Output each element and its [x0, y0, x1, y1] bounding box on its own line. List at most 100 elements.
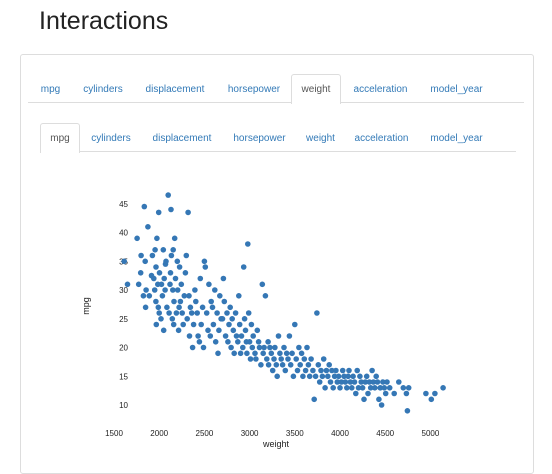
outer-tab-horsepower[interactable]: horsepower: [227, 84, 281, 95]
data-point: [357, 373, 363, 380]
data-point: [227, 304, 233, 311]
data-point: [365, 390, 371, 397]
data-point: [274, 373, 281, 380]
data-point: [265, 339, 271, 345]
data-point: [189, 344, 196, 351]
data-point: [153, 321, 160, 328]
data-point: [279, 362, 286, 368]
data-point: [198, 321, 204, 328]
data-point: [359, 385, 366, 391]
data-point: [138, 252, 144, 259]
data-point: [298, 350, 305, 357]
x-tick-label: 3500: [286, 429, 304, 438]
inner-tab-cylinders[interactable]: cylinders: [91, 133, 131, 144]
data-point: [305, 362, 312, 368]
data-point: [353, 390, 359, 397]
data-point: [337, 385, 343, 391]
data-point: [273, 362, 280, 368]
data-point: [159, 293, 166, 299]
outer-tab-weight[interactable]: weight: [291, 74, 341, 104]
outer-tab-acceleration[interactable]: acceleration: [353, 84, 408, 95]
data-point: [261, 344, 267, 351]
outer-tab-displacement[interactable]: displacement: [145, 84, 205, 95]
data-point: [240, 344, 246, 351]
data-point: [345, 373, 351, 380]
y-axis-ticks: 1015202530354045: [119, 200, 128, 410]
data-point: [167, 270, 174, 276]
data-point: [358, 379, 365, 385]
data-point: [306, 373, 313, 380]
data-point: [237, 350, 244, 357]
inner-tab-weight[interactable]: weight: [306, 133, 335, 144]
data-point: [283, 350, 290, 357]
data-point: [214, 310, 220, 316]
inner-tab-acceleration[interactable]: acceleration: [354, 133, 409, 144]
data-point: [361, 396, 367, 403]
data-point: [164, 304, 170, 311]
data-point: [341, 373, 347, 380]
data-point: [231, 350, 237, 357]
data-point: [373, 373, 380, 380]
data-point: [267, 344, 273, 351]
data-point: [289, 350, 295, 357]
inner-tab-horsepower[interactable]: horsepower: [233, 133, 286, 144]
data-point: [186, 293, 192, 299]
data-point: [272, 344, 278, 351]
inner-tab-model-year[interactable]: model_year: [430, 133, 483, 144]
y-tick-label: 20: [119, 344, 128, 353]
data-point: [384, 379, 390, 385]
data-point: [183, 252, 190, 259]
data-point: [370, 379, 377, 385]
data-point: [271, 356, 277, 362]
data-point: [258, 362, 264, 368]
data-point: [255, 339, 262, 345]
data-point: [180, 321, 186, 328]
inner-tab-displacement[interactable]: displacement: [152, 133, 212, 144]
outer-tab-model-year[interactable]: model_year: [430, 84, 483, 95]
data-point: [162, 287, 168, 293]
data-point: [172, 275, 179, 282]
data-point: [311, 396, 318, 403]
data-point: [221, 298, 228, 305]
data-point: [143, 287, 149, 293]
data-point: [141, 203, 148, 210]
data-point: [196, 339, 203, 345]
data-point: [151, 287, 158, 293]
outer-tab-mpg[interactable]: mpg: [40, 84, 61, 95]
x-tick-label: 3000: [241, 429, 259, 438]
data-point: [428, 396, 435, 403]
data-point: [281, 344, 287, 351]
data-point: [177, 298, 184, 305]
data-point: [334, 379, 341, 385]
data-point: [184, 316, 190, 322]
data-point: [440, 385, 446, 391]
data-point: [195, 333, 201, 339]
data-point: [296, 344, 302, 351]
data-point: [265, 362, 272, 368]
interactions-panel: mpg cylinders displacement horsepower we…: [20, 54, 534, 474]
data-point: [202, 264, 209, 270]
data-point: [314, 310, 320, 316]
data-point: [404, 408, 411, 414]
data-point: [304, 344, 310, 351]
data-point: [207, 333, 214, 339]
page-title: Interactions: [39, 7, 169, 35]
data-point: [354, 367, 361, 374]
data-point: [152, 247, 158, 253]
data-point: [367, 385, 374, 391]
outer-tab-cylinders[interactable]: cylinders: [83, 84, 123, 95]
data-point: [423, 390, 429, 397]
data-point: [351, 379, 358, 385]
data-point: [145, 224, 151, 230]
data-point: [201, 258, 208, 265]
inner-tab-mpg[interactable]: mpg: [40, 123, 80, 153]
data-point: [168, 206, 174, 213]
y-tick-label: 40: [119, 229, 128, 238]
data-point: [155, 304, 162, 311]
data-point: [363, 373, 370, 380]
data-point: [170, 247, 176, 253]
data-point: [158, 281, 165, 288]
data-point: [378, 402, 385, 408]
data-point: [190, 321, 197, 328]
data-point: [247, 356, 254, 362]
